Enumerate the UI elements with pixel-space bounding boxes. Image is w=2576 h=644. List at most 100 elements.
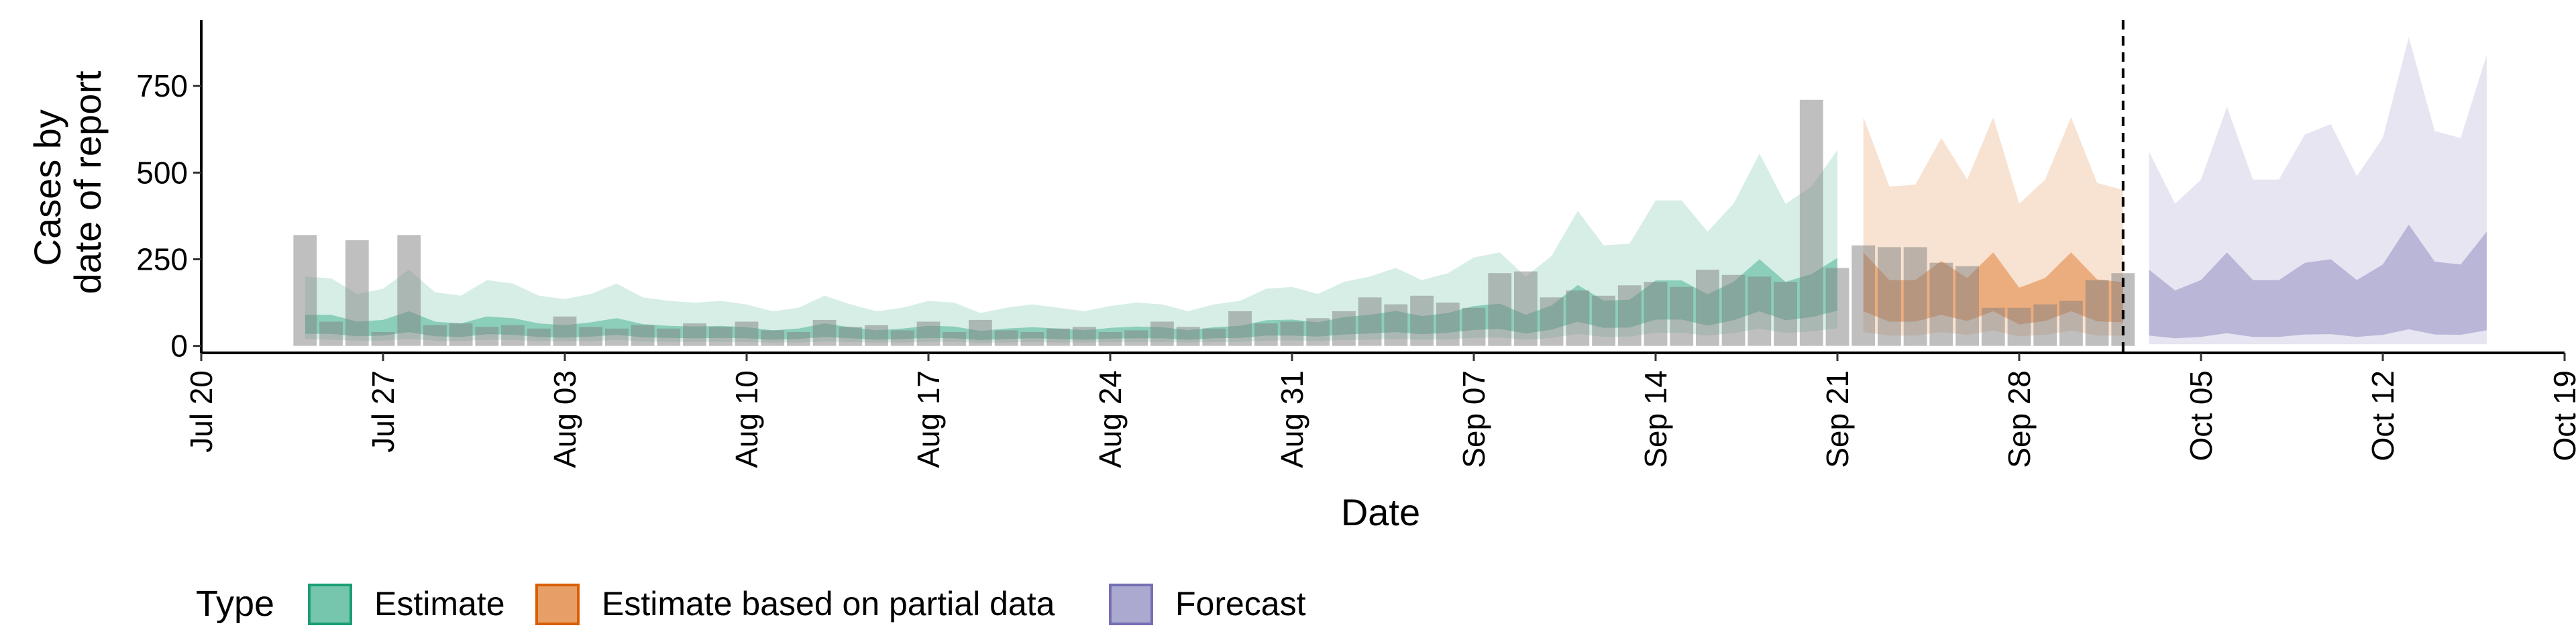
case-bar <box>787 332 810 346</box>
case-bar <box>1644 282 1668 346</box>
y-axis-title: Cases by date of report <box>26 70 109 294</box>
x-tick-label: Sep 07 <box>1456 370 1491 468</box>
band-90-estimate <box>305 150 1838 343</box>
case-bar <box>1306 318 1330 346</box>
case-bar <box>449 323 473 346</box>
case-bar <box>1774 282 1797 346</box>
case-bar <box>1280 321 1304 346</box>
case-bar <box>501 325 525 346</box>
case-bar <box>969 319 992 346</box>
legend-label-estimate: Estimate <box>374 585 505 623</box>
case-bar <box>1436 303 1460 346</box>
case-bar <box>1799 99 1823 346</box>
x-tick-label: Aug 03 <box>547 370 582 468</box>
case-bar <box>1384 304 1408 346</box>
case-bar <box>994 330 1018 346</box>
y-axis-title-line-1: Cases by <box>26 109 68 266</box>
y-tick-label: 0 <box>170 329 188 364</box>
case-bar <box>1748 276 1772 346</box>
case-bar <box>1955 266 1979 346</box>
case-bar <box>1540 297 1564 346</box>
legend-title: Type <box>196 584 274 624</box>
case-bar <box>2033 304 2057 346</box>
case-bar <box>527 328 551 346</box>
case-bar <box>1981 307 2005 346</box>
case-bar <box>2059 301 2083 346</box>
case-bar <box>1332 311 1356 346</box>
case-bar <box>1696 270 1719 346</box>
y-tick-label: 500 <box>136 155 188 190</box>
case-bar <box>1617 285 1642 346</box>
case-bar <box>2007 307 2031 346</box>
case-bar <box>423 325 447 346</box>
case-bar <box>708 327 733 346</box>
x-tick-label: Jul 20 <box>184 370 219 453</box>
case-bar <box>683 323 706 346</box>
case-bar <box>1462 307 1486 346</box>
y-tick-label: 750 <box>136 68 188 103</box>
case-bar <box>1488 273 1512 346</box>
legend-key-forecast <box>1109 584 1153 625</box>
case-bar <box>1202 328 1226 346</box>
case-bar <box>1176 327 1200 346</box>
case-bar <box>605 328 629 346</box>
x-tick-label: Aug 24 <box>1093 370 1128 468</box>
case-bar <box>1228 311 1252 346</box>
case-bar <box>1254 323 1278 346</box>
x-tick-label: Sep 14 <box>1638 370 1673 468</box>
case-bar <box>890 330 914 346</box>
case-bar <box>916 321 941 346</box>
case-bar <box>1566 290 1590 346</box>
x-tick-label: Jul 27 <box>366 370 400 453</box>
case-bar <box>1592 295 1615 346</box>
x-tick-label: Sep 21 <box>1820 370 1855 468</box>
x-tick-label: Aug 17 <box>911 370 946 468</box>
case-bar <box>1072 327 1096 346</box>
case-bar <box>1150 321 1174 346</box>
x-tick-label: Oct 12 <box>2365 370 2400 462</box>
case-bar <box>475 327 499 346</box>
case-bar <box>943 332 967 346</box>
case-bar <box>1670 286 1694 346</box>
case-bar <box>1721 274 1746 346</box>
case-bar <box>761 330 785 346</box>
case-bar <box>1124 330 1148 346</box>
band-50-estimate-based-on-partial-data <box>1863 252 2123 325</box>
case-bar <box>1903 247 1927 346</box>
case-bar <box>1851 245 1876 346</box>
case-bar <box>2085 280 2109 346</box>
case-bar <box>1098 332 1122 346</box>
band-50-forecast <box>2149 224 2487 339</box>
case-bar <box>631 325 655 346</box>
case-bar <box>1358 297 1382 346</box>
band-90-forecast <box>2149 37 2487 345</box>
case-bar <box>812 319 837 346</box>
case-bar <box>1929 262 1953 346</box>
case-bar <box>1878 247 1901 346</box>
case-bar <box>1825 268 1849 346</box>
y-tick-label: 250 <box>136 242 188 277</box>
case-bar <box>579 327 603 346</box>
case-bar <box>371 332 395 346</box>
x-tick-label: Oct 19 <box>2547 370 2576 462</box>
case-bar <box>1046 328 1070 346</box>
x-tick-label: Oct 05 <box>2184 370 2218 462</box>
x-tick-label: Sep 28 <box>2002 370 2037 468</box>
case-bar <box>397 235 421 346</box>
case-bar <box>865 325 888 346</box>
case-bar <box>553 316 577 346</box>
legend-label-forecast: Forecast <box>1175 585 1306 623</box>
legend-label-partial: Estimate based on partial data <box>602 585 1055 623</box>
y-axis-title-line-2: date of report <box>66 70 109 294</box>
case-bar <box>735 321 759 346</box>
case-bar <box>293 235 317 346</box>
x-tick-label: Aug 31 <box>1275 370 1309 468</box>
case-bar <box>345 240 369 346</box>
case-bar <box>1020 332 1044 346</box>
x-tick-label: Aug 10 <box>729 370 764 468</box>
case-bar <box>657 328 681 346</box>
legend-key-estimate <box>308 584 352 625</box>
case-bar <box>319 321 343 346</box>
legend-key-partial <box>535 584 580 625</box>
